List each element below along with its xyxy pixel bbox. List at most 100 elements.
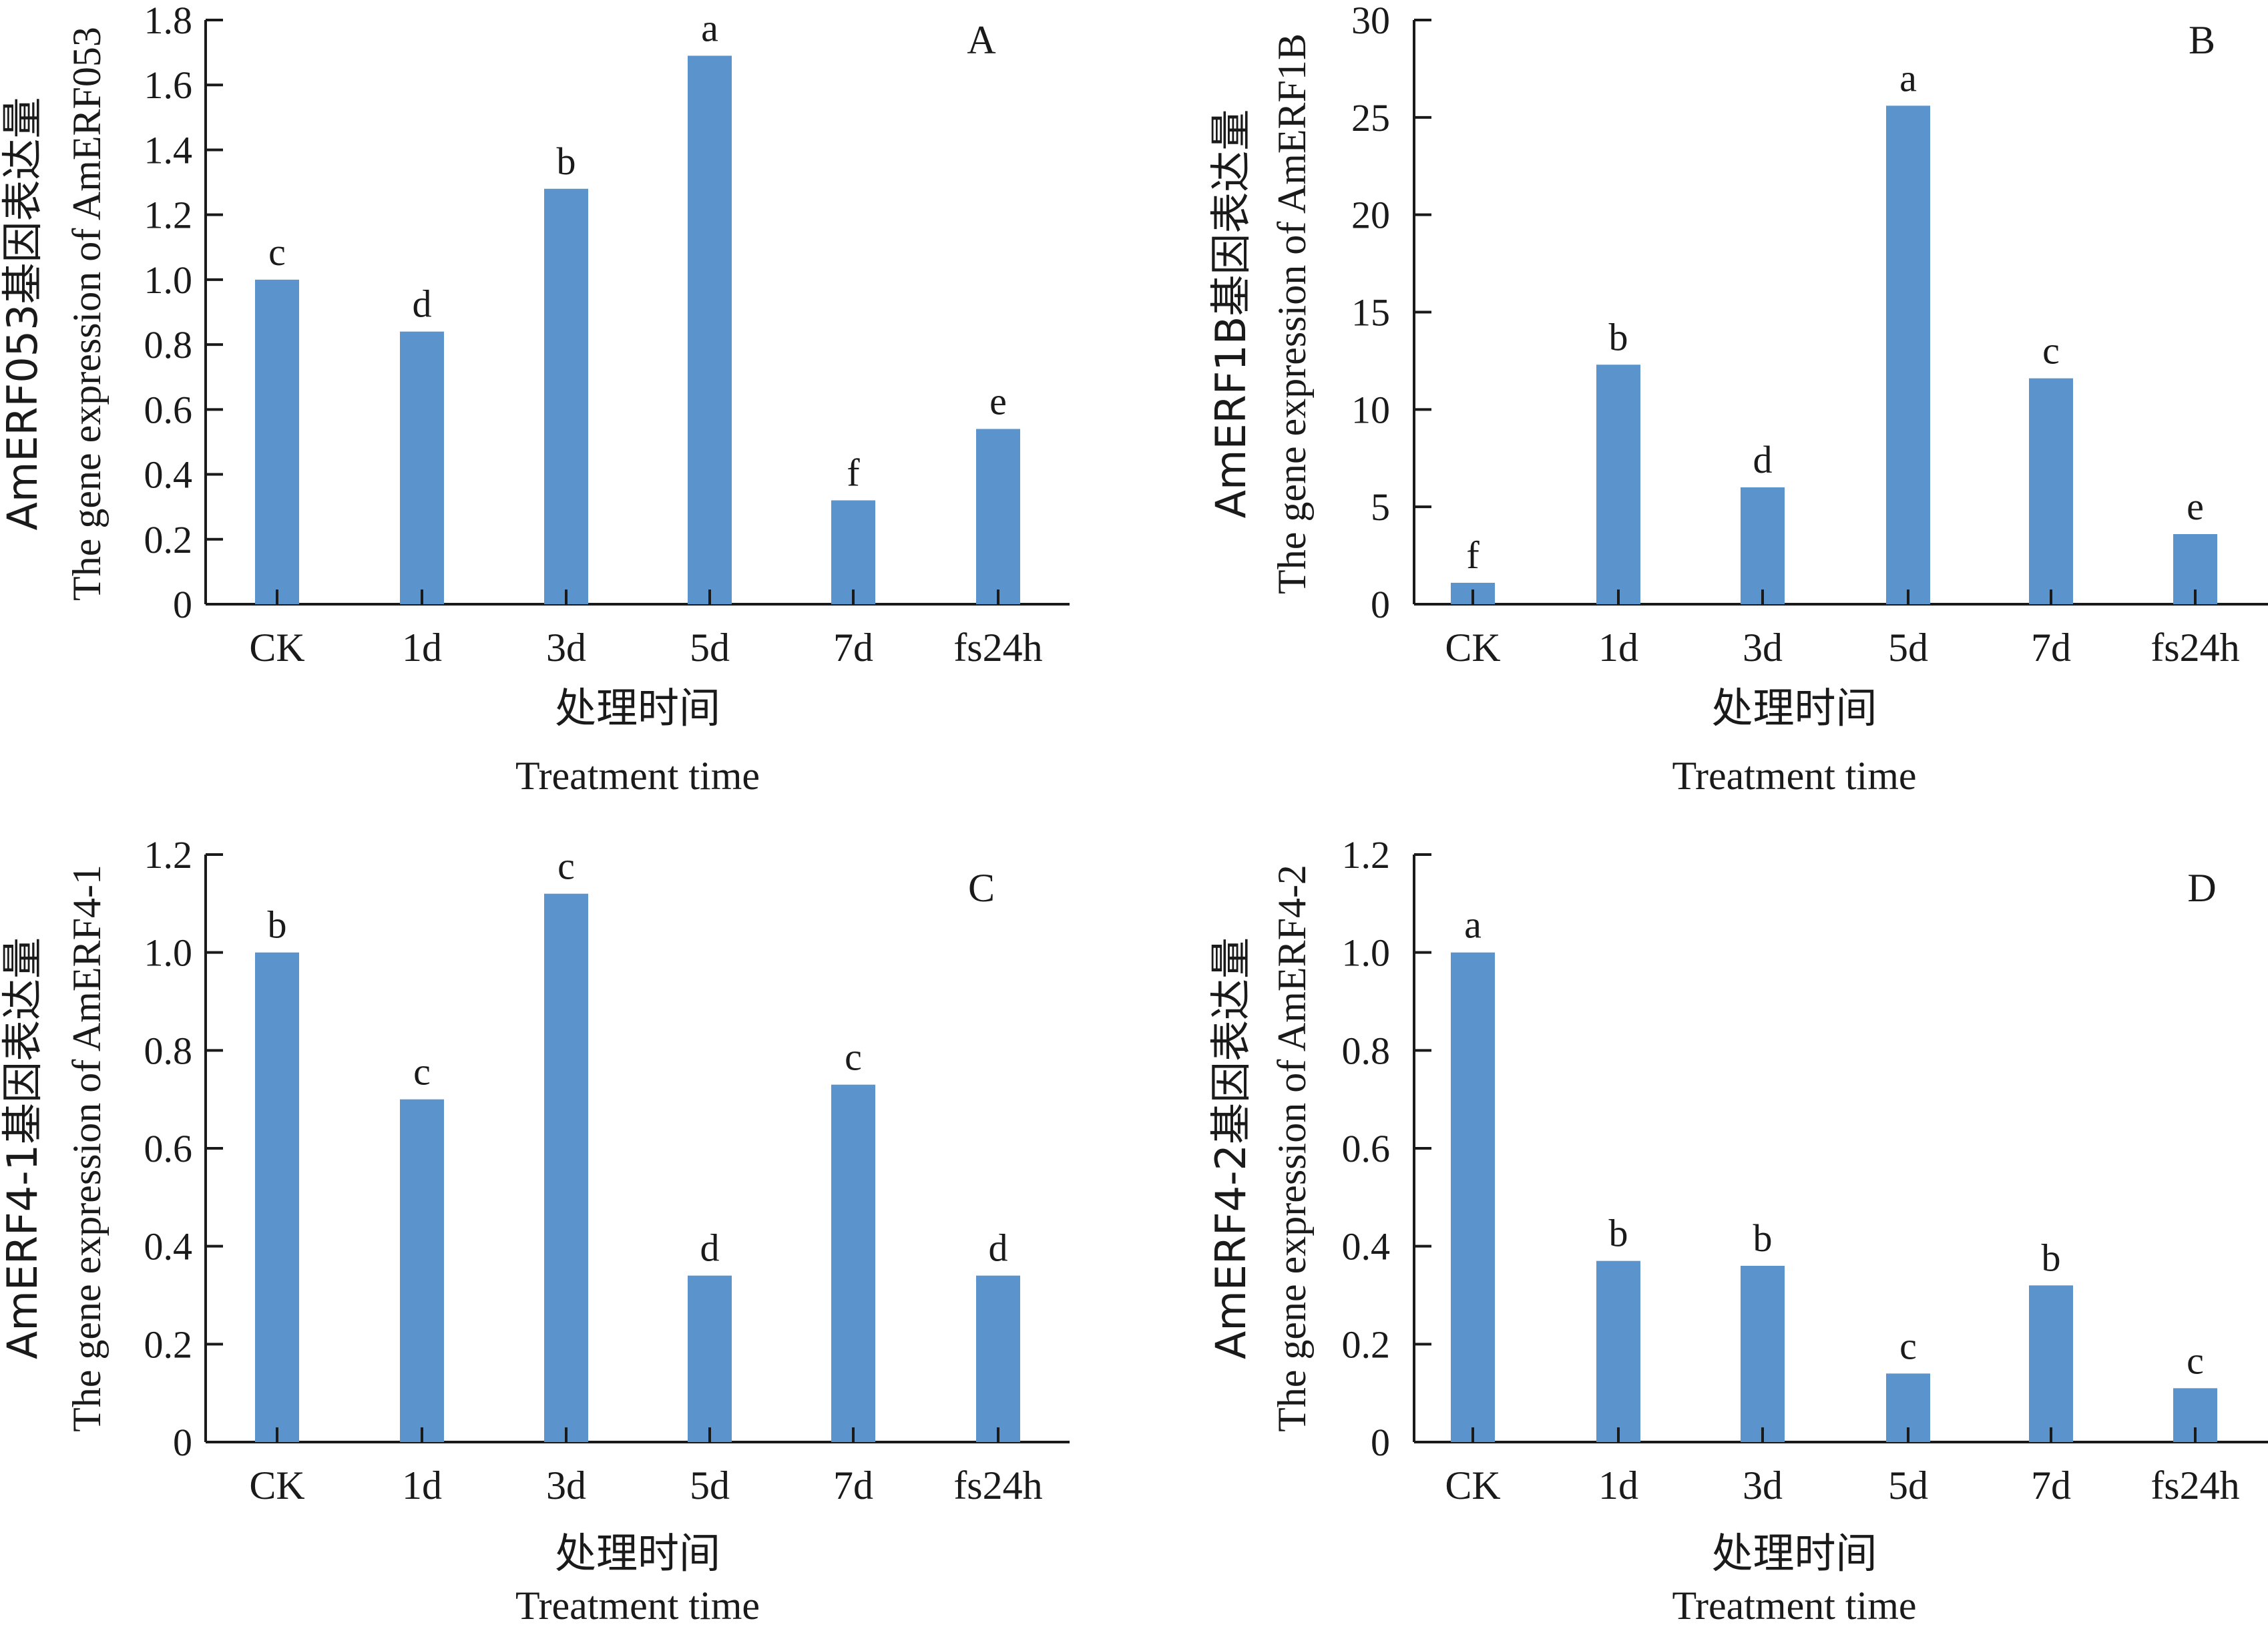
x-axis-title-en: Treatment time	[515, 754, 760, 798]
significance-label: f	[847, 451, 860, 494]
x-axis-title-en: Treatment time	[515, 1584, 760, 1628]
x-tick-label: fs24h	[953, 1463, 1042, 1507]
y-axis-title-cn: AmERF4-2基因表达量	[1206, 937, 1255, 1359]
significance-label: a	[701, 6, 718, 49]
significance-label: b	[2042, 1236, 2061, 1279]
y-tick-label: 1.6	[144, 63, 193, 107]
y-tick-label: 5	[1371, 485, 1390, 529]
x-tick-label: 1d	[1598, 626, 1638, 670]
x-tick-label: 5d	[1888, 626, 1928, 670]
y-axis-title-en: The gene expression of AmERF4-2	[1270, 865, 1314, 1432]
x-axis-title-en: Treatment time	[1672, 1584, 1916, 1628]
x-tick-label: 1d	[402, 626, 442, 670]
y-tick-label: 1.8	[144, 0, 193, 42]
panel-letter: A	[967, 18, 995, 62]
bar-7d	[831, 1084, 875, 1442]
y-tick-label: 0	[1371, 583, 1390, 626]
bar-3d	[1741, 487, 1785, 604]
x-tick-label: fs24h	[2150, 626, 2239, 670]
bar-7d	[2029, 1285, 2073, 1442]
y-axis-title-cn: AmERF1B基因表达量	[1206, 109, 1255, 519]
bar-1d	[400, 1099, 444, 1442]
x-tick-label: CK	[249, 626, 304, 670]
y-axis-title-cn: AmERF4-1基因表达量	[0, 937, 47, 1359]
y-tick-label: 1.0	[1342, 931, 1391, 975]
significance-label: d	[700, 1226, 720, 1270]
y-tick-label: 0	[1371, 1421, 1390, 1464]
y-tick-label: 0.4	[144, 453, 193, 497]
significance-label: c	[413, 1050, 431, 1094]
bar-ck	[1451, 952, 1495, 1442]
y-tick-label: 10	[1351, 388, 1390, 431]
significance-label: a	[1464, 903, 1482, 947]
x-tick-label: 1d	[402, 1463, 442, 1507]
significance-label: c	[557, 845, 575, 888]
significance-label: a	[1899, 56, 1917, 99]
y-axis-title-en: The gene expression of AmERF1B	[1270, 33, 1314, 594]
x-tick-label: 5d	[690, 626, 730, 670]
x-axis-title-en: Treatment time	[1672, 754, 1916, 798]
y-tick-label: 1.2	[144, 194, 193, 237]
y-tick-label: 0.6	[144, 1127, 193, 1170]
x-tick-label: 5d	[690, 1463, 730, 1507]
y-tick-label: 30	[1351, 0, 1390, 42]
significance-label: c	[2042, 329, 2060, 373]
x-axis-title-cn: 处理时间	[1711, 1529, 1877, 1578]
significance-label: e	[2187, 485, 2204, 528]
y-tick-label: 0.8	[144, 1029, 193, 1072]
y-tick-label: 0.8	[1342, 1029, 1391, 1072]
significance-label: b	[1753, 1216, 1773, 1260]
significance-label: b	[1609, 315, 1628, 359]
significance-label: d	[1753, 438, 1773, 481]
x-tick-label: 7d	[833, 626, 873, 670]
y-axis-title-en: The gene expression of AmERF4-1	[65, 865, 109, 1432]
y-tick-label: 20	[1351, 194, 1390, 237]
panel-letter: C	[968, 866, 995, 910]
x-tick-label: 3d	[546, 1463, 586, 1507]
x-axis-title-cn: 处理时间	[555, 1529, 720, 1578]
bar-7d	[2029, 378, 2073, 604]
x-tick-label: 7d	[2031, 1463, 2071, 1507]
bar-1d	[1596, 1260, 1640, 1442]
bar-7d	[831, 500, 875, 604]
y-tick-label: 0.2	[144, 518, 193, 561]
y-tick-label: 1.4	[144, 128, 193, 172]
y-tick-label: 0.8	[144, 323, 193, 367]
panel-c: 0 0.2 0.4 0.6 0.8 1.0 1.2 CK b 1d c 3d c 5d d 7d c fs24h d…	[0, 833, 1070, 1628]
y-tick-label: 0.2	[1342, 1323, 1391, 1366]
x-tick-label: 3d	[546, 626, 586, 670]
significance-label: c	[2187, 1339, 2204, 1382]
significance-label: b	[557, 140, 576, 183]
bar-3d	[544, 893, 588, 1442]
x-tick-label: fs24h	[2150, 1463, 2239, 1507]
bar-1d	[1596, 365, 1640, 604]
panel-letter: B	[2189, 18, 2215, 62]
significance-label: c	[268, 230, 286, 274]
significance-label: b	[1609, 1212, 1628, 1255]
bar-ck	[255, 952, 299, 1442]
y-tick-label: 0.6	[1342, 1127, 1391, 1170]
panel-letter: D	[2187, 866, 2216, 910]
panel-a: 0 0.2 0.4 0.6 0.8 1.0 1.2 1.4 1.6 1.8 CK c 1d d 3d b 5d a…	[0, 0, 1070, 798]
x-tick-label: 5d	[1888, 1463, 1928, 1507]
x-tick-label: fs24h	[953, 626, 1042, 670]
bar-5d	[1886, 105, 1930, 605]
x-tick-label: CK	[1445, 1463, 1500, 1507]
x-tick-label: CK	[249, 1463, 304, 1507]
x-axis-title-cn: 处理时间	[1711, 684, 1877, 732]
y-tick-label: 0.4	[1342, 1225, 1391, 1268]
x-tick-label: 7d	[833, 1463, 873, 1507]
y-tick-label: 0.2	[144, 1323, 193, 1366]
y-tick-label: 0	[173, 1421, 192, 1464]
y-tick-label: 0	[173, 583, 192, 626]
x-tick-label: 3d	[1743, 1463, 1783, 1507]
bar-fs24h	[976, 429, 1020, 604]
y-tick-label: 0.6	[144, 388, 193, 431]
bar-1d	[400, 331, 444, 604]
significance-label: c	[1899, 1324, 1917, 1367]
significance-label: f	[1466, 533, 1480, 577]
y-tick-label: 25	[1351, 96, 1390, 140]
significance-label: e	[989, 380, 1007, 423]
